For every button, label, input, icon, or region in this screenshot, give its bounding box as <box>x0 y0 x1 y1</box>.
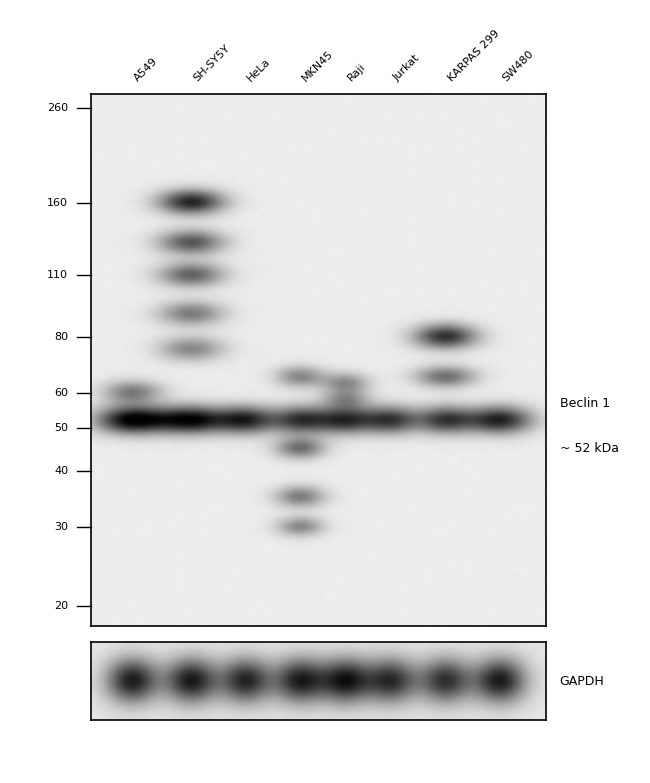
Text: KARPAS 299: KARPAS 299 <box>446 28 501 83</box>
Text: 30: 30 <box>54 522 68 532</box>
Text: Raji: Raji <box>346 62 367 83</box>
Text: 40: 40 <box>54 467 68 477</box>
Text: GAPDH: GAPDH <box>560 675 604 687</box>
Text: ~ 52 kDa: ~ 52 kDa <box>560 442 619 455</box>
Text: 160: 160 <box>47 197 68 207</box>
Text: 20: 20 <box>54 601 68 611</box>
Text: Beclin 1: Beclin 1 <box>560 397 610 410</box>
Text: 60: 60 <box>54 388 68 398</box>
Text: SW480: SW480 <box>500 49 536 83</box>
Text: MKN45: MKN45 <box>300 49 335 83</box>
Text: 80: 80 <box>54 332 68 342</box>
Text: 50: 50 <box>54 423 68 433</box>
Text: HeLa: HeLa <box>246 56 273 83</box>
Text: SH-SY5Y: SH-SY5Y <box>191 43 231 83</box>
Text: 110: 110 <box>47 270 68 280</box>
Text: Jurkat: Jurkat <box>391 53 421 83</box>
Text: 260: 260 <box>47 103 68 114</box>
Text: A549: A549 <box>132 56 159 83</box>
